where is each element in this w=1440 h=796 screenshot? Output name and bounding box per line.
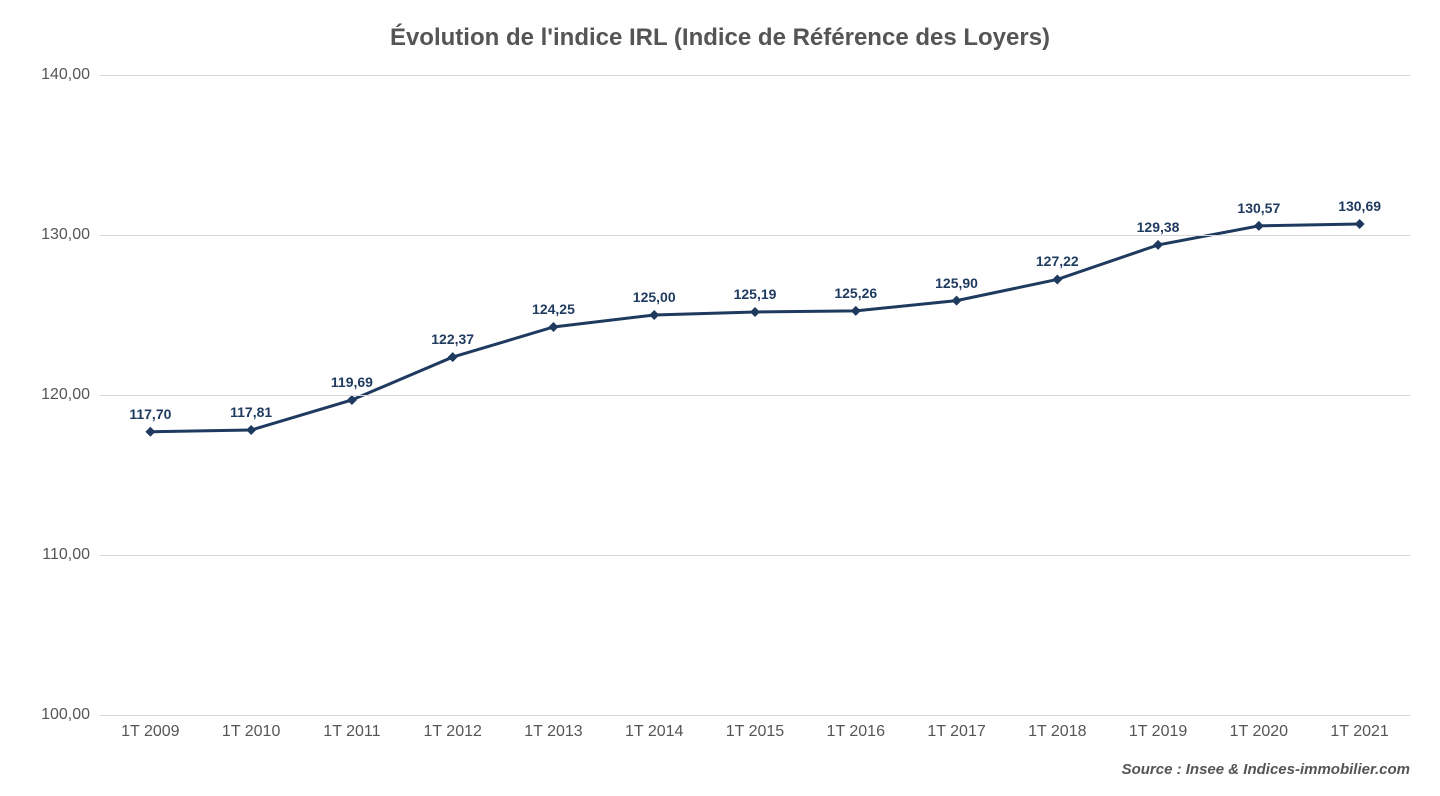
series-marker [1052,274,1062,284]
data-label: 117,81 [230,404,272,420]
series-marker [952,296,962,306]
x-tick-label: 1T 2009 [100,723,200,741]
gridline [100,715,1410,716]
series-marker [1355,219,1365,229]
data-label: 130,69 [1338,198,1381,214]
gridline [100,75,1410,76]
data-label: 125,90 [935,275,978,291]
series-marker [851,306,861,316]
gridline [100,235,1410,236]
data-label: 125,00 [633,289,676,305]
data-label: 129,38 [1137,219,1180,235]
data-label: 125,26 [834,285,877,301]
data-label: 130,57 [1237,200,1280,216]
series-marker [649,310,659,320]
chart-container: Évolution de l'indice IRL (Indice de Réf… [0,0,1440,796]
x-tick-label: 1T 2013 [503,723,603,741]
x-tick-label: 1T 2020 [1209,723,1309,741]
x-tick-label: 1T 2015 [705,723,805,741]
series-marker [347,395,357,405]
y-tick-label: 120,00 [10,386,90,404]
x-tick-label: 1T 2018 [1007,723,1107,741]
series-marker [750,307,760,317]
x-tick-label: 1T 2014 [604,723,704,741]
y-tick-label: 110,00 [10,546,90,564]
y-tick-label: 130,00 [10,226,90,244]
series-marker [246,425,256,435]
data-label: 127,22 [1036,253,1079,269]
y-tick-label: 100,00 [10,706,90,724]
gridline [100,555,1410,556]
series-line [150,224,1359,432]
x-tick-label: 1T 2017 [907,723,1007,741]
source-label: Source : Insee & Indices-immobilier.com [1122,761,1410,778]
plot-area [100,75,1410,715]
series-marker [1254,221,1264,231]
x-tick-label: 1T 2012 [403,723,503,741]
series-marker [145,427,155,437]
data-label: 117,70 [129,406,171,422]
data-label: 119,69 [331,374,373,390]
x-tick-label: 1T 2019 [1108,723,1208,741]
x-tick-label: 1T 2011 [302,723,402,741]
x-tick-label: 1T 2021 [1310,723,1410,741]
data-label: 122,37 [431,331,474,347]
x-tick-label: 1T 2010 [201,723,301,741]
x-tick-label: 1T 2016 [806,723,906,741]
data-label: 125,19 [734,286,777,302]
chart-title: Évolution de l'indice IRL (Indice de Réf… [0,24,1440,52]
series-marker [448,352,458,362]
series-marker [548,322,558,332]
y-tick-label: 140,00 [10,66,90,84]
gridline [100,395,1410,396]
series-marker [1153,240,1163,250]
data-label: 124,25 [532,301,575,317]
